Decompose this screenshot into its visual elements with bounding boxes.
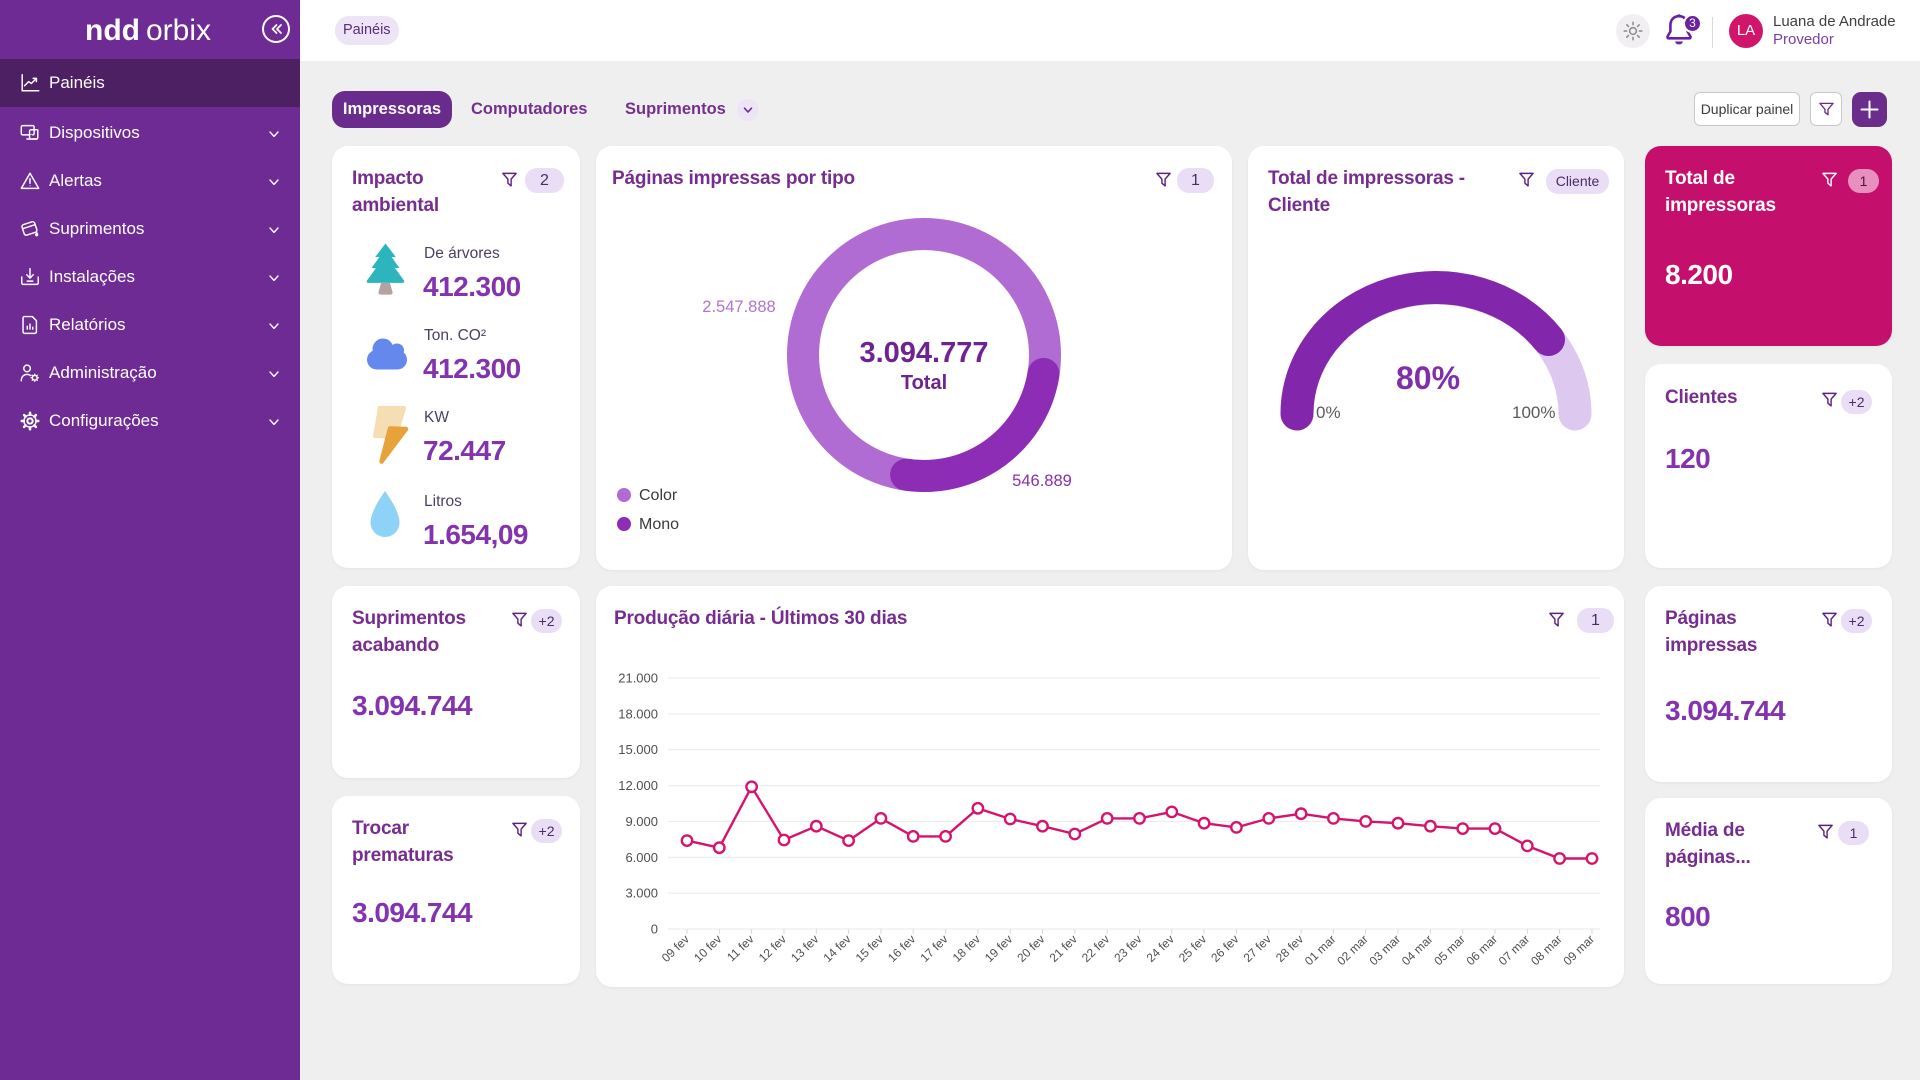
svg-text:11 fev: 11 fev <box>724 932 757 964</box>
svg-text:21 fev: 21 fev <box>1047 932 1080 965</box>
svg-text:14 fev: 14 fev <box>820 932 853 965</box>
svg-text:07 mar: 07 mar <box>1496 932 1533 968</box>
svg-text:19 fev: 19 fev <box>982 932 1015 965</box>
svg-text:15.000: 15.000 <box>618 742 658 757</box>
svg-text:9.000: 9.000 <box>625 814 658 829</box>
svg-text:04 mar: 04 mar <box>1399 932 1436 968</box>
svg-text:16 fev: 16 fev <box>885 932 918 965</box>
svg-text:17 fev: 17 fev <box>917 932 950 965</box>
svg-text:25 fev: 25 fev <box>1176 932 1209 965</box>
svg-text:18 fev: 18 fev <box>950 932 983 965</box>
svg-text:12 fev: 12 fev <box>756 932 789 965</box>
svg-text:06 mar: 06 mar <box>1463 932 1500 968</box>
svg-text:20 fev: 20 fev <box>1014 932 1047 965</box>
svg-text:27 fev: 27 fev <box>1241 932 1274 965</box>
svg-text:08 mar: 08 mar <box>1528 932 1565 968</box>
svg-text:23 fev: 23 fev <box>1111 932 1144 965</box>
svg-text:13 fev: 13 fev <box>788 932 821 965</box>
svg-text:10 fev: 10 fev <box>691 932 724 965</box>
svg-text:09 fev: 09 fev <box>659 932 692 965</box>
svg-text:6.000: 6.000 <box>625 850 658 865</box>
svg-text:28 fev: 28 fev <box>1273 932 1306 965</box>
svg-text:18.000: 18.000 <box>618 706 658 721</box>
svg-text:12.000: 12.000 <box>618 778 658 793</box>
svg-text:03 mar: 03 mar <box>1366 932 1403 968</box>
svg-text:22 fev: 22 fev <box>1079 932 1112 965</box>
svg-text:24 fev: 24 fev <box>1144 932 1177 965</box>
svg-text:15 fev: 15 fev <box>853 932 886 965</box>
svg-text:02 mar: 02 mar <box>1334 932 1371 968</box>
svg-text:0: 0 <box>651 922 658 937</box>
svg-text:21.000: 21.000 <box>618 671 658 686</box>
svg-text:01 mar: 01 mar <box>1302 932 1339 968</box>
svg-text:3.000: 3.000 <box>625 886 658 901</box>
svg-text:05 mar: 05 mar <box>1431 932 1468 968</box>
svg-text:09 mar: 09 mar <box>1560 932 1597 968</box>
svg-text:26 fev: 26 fev <box>1208 932 1241 965</box>
